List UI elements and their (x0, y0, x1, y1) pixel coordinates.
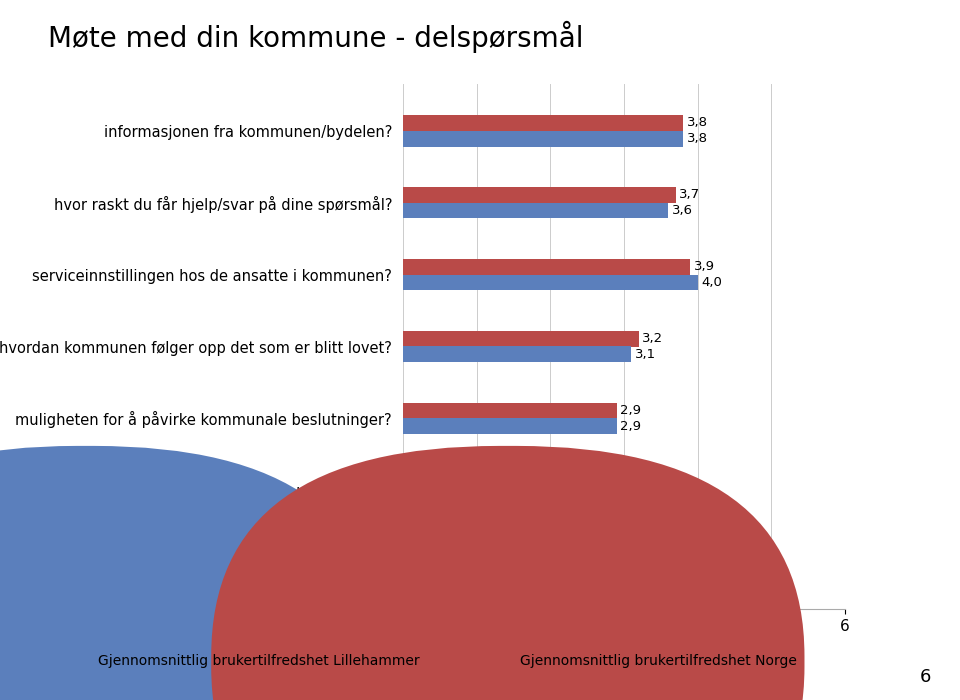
Text: 3,3: 3,3 (650, 564, 671, 577)
Text: 3,2: 3,2 (642, 332, 663, 345)
Text: 3,6: 3,6 (672, 204, 693, 217)
Text: 6: 6 (920, 668, 931, 686)
Bar (403, 274, 698, 290)
Text: Gjennomsnittlig brukertilfredshet Norge: Gjennomsnittlig brukertilfredshet Norge (520, 654, 797, 668)
Bar (403, 419, 616, 434)
Text: 3,1: 3,1 (636, 348, 657, 361)
Text: 3,9: 3,9 (694, 260, 715, 273)
Text: 3,8: 3,8 (686, 116, 708, 130)
Bar (403, 187, 676, 203)
Text: 2,9: 2,9 (620, 404, 641, 417)
Bar (403, 259, 690, 274)
Text: 3,8: 3,8 (686, 132, 708, 145)
Text: 2,9: 2,9 (620, 420, 641, 433)
Bar (403, 203, 668, 218)
Text: 3,2: 3,2 (642, 491, 663, 505)
Bar (403, 115, 683, 131)
Text: Gjennomsnittlig brukertilfredshet Lillehammer: Gjennomsnittlig brukertilfredshet Lilleh… (98, 654, 420, 668)
Text: 3,3: 3,3 (650, 476, 671, 489)
Text: 4,0: 4,0 (701, 276, 722, 289)
Text: 3,7: 3,7 (680, 188, 701, 202)
Bar (403, 330, 638, 346)
Bar (403, 562, 646, 578)
Bar (403, 346, 632, 363)
Text: Møte med din kommune - delspørsmål: Møte med din kommune - delspørsmål (48, 21, 584, 53)
Bar (403, 490, 638, 506)
Bar (403, 402, 616, 419)
Bar (403, 475, 646, 490)
Bar (403, 131, 683, 146)
Bar (403, 547, 646, 562)
Text: 3,3: 3,3 (650, 548, 671, 561)
